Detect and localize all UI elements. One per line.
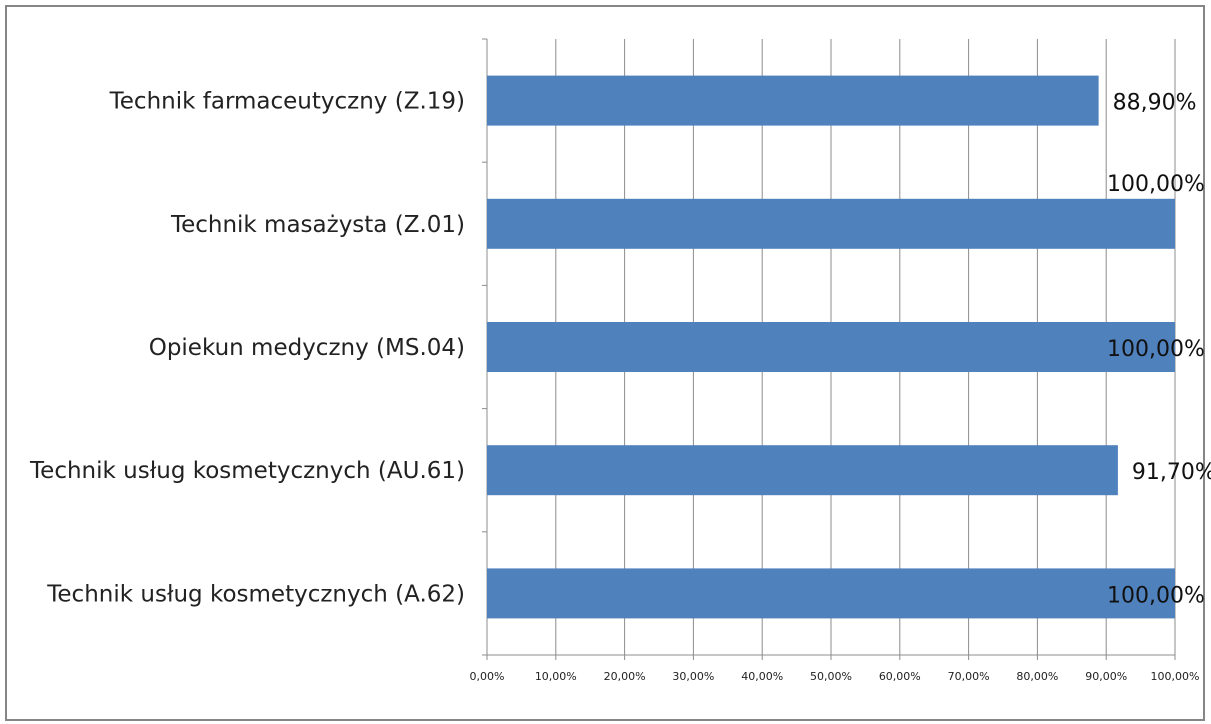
x-tick-label: 40,00% (741, 670, 783, 683)
x-tick-label: 80,00% (1016, 670, 1058, 683)
x-tick-label: 0,00% (470, 670, 505, 683)
category-label: Technik usług kosmetycznych (A.62) (46, 581, 465, 607)
bar (487, 568, 1175, 619)
bar (487, 198, 1175, 249)
bar (487, 322, 1175, 372)
x-tick-label: 10,00% (535, 670, 577, 683)
x-tick-label: 20,00% (604, 670, 646, 683)
data-label: 88,90% (1113, 91, 1197, 116)
data-label: 100,00% (1107, 337, 1205, 362)
category-label: Technik farmaceutyczny (Z.19) (109, 89, 465, 115)
bar (487, 445, 1118, 496)
data-label: 100,00% (1107, 583, 1205, 608)
data-label: 91,70% (1132, 460, 1211, 485)
x-tick-label: 60,00% (879, 670, 921, 683)
x-tick-label: 100,00% (1151, 670, 1200, 683)
x-tick-label: 30,00% (672, 670, 714, 683)
category-label: Technik masażysta (Z.01) (170, 212, 465, 238)
x-tick-label: 90,00% (1085, 670, 1127, 683)
bar (487, 75, 1099, 126)
data-label: 100,00% (1107, 172, 1205, 197)
x-tick-label: 50,00% (810, 670, 852, 683)
category-label: Technik usług kosmetycznych (AU.61) (29, 458, 465, 484)
x-tick-label: 70,00% (948, 670, 990, 683)
category-label: Opiekun medyczny (MS.04) (149, 335, 465, 361)
